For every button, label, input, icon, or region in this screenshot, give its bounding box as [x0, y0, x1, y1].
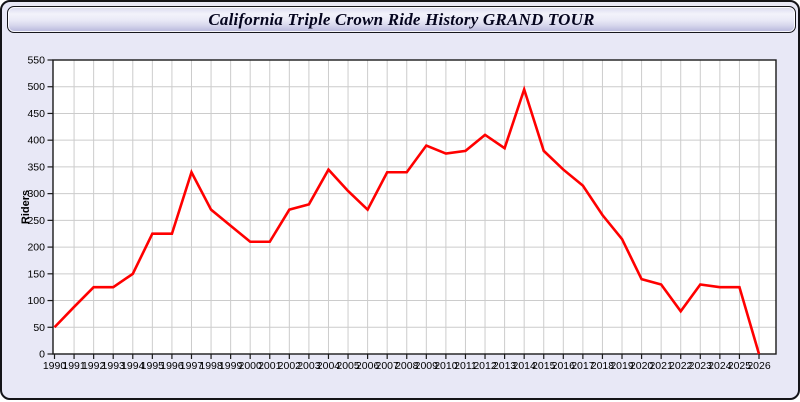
svg-text:2022: 2022 [669, 360, 693, 372]
svg-text:2016: 2016 [552, 360, 576, 372]
gridlines [53, 60, 776, 354]
svg-text:1995: 1995 [141, 360, 165, 372]
svg-text:Riders: Riders [20, 190, 32, 224]
svg-text:2020: 2020 [630, 360, 654, 372]
svg-text:2018: 2018 [591, 360, 615, 372]
svg-text:2014: 2014 [512, 360, 536, 372]
svg-text:2003: 2003 [297, 360, 321, 372]
svg-text:2025: 2025 [728, 360, 752, 372]
svg-text:1992: 1992 [82, 360, 106, 372]
svg-text:2007: 2007 [376, 360, 400, 372]
data-line-riders [53, 85, 761, 355]
svg-text:100: 100 [27, 295, 45, 307]
svg-text:2004: 2004 [317, 360, 341, 372]
svg-text:200: 200 [27, 242, 45, 254]
svg-text:1991: 1991 [62, 360, 86, 372]
svg-text:2023: 2023 [689, 360, 713, 372]
svg-text:1993: 1993 [102, 360, 126, 372]
svg-text:2013: 2013 [493, 360, 517, 372]
svg-text:1998: 1998 [199, 360, 223, 372]
svg-text:2021: 2021 [649, 360, 673, 372]
svg-text:250: 250 [27, 215, 45, 227]
svg-text:2001: 2001 [258, 360, 282, 372]
plot-border [52, 59, 777, 355]
page-title: California Triple Crown Ride History GRA… [208, 9, 595, 29]
y-axis-title: Riders [20, 190, 32, 224]
svg-text:2000: 2000 [239, 360, 263, 372]
y-tick-labels: 0 50 100 150 200 250 300 350 400 450 500 550 [27, 55, 45, 361]
svg-text:1996: 1996 [160, 360, 184, 372]
svg-text:150: 150 [27, 268, 45, 280]
x-axis-ticks [53, 354, 760, 359]
svg-text:2015: 2015 [532, 360, 556, 372]
svg-text:2012: 2012 [473, 360, 497, 372]
svg-text:1990: 1990 [43, 360, 67, 372]
svg-text:1994: 1994 [121, 360, 145, 372]
y-axis-ticks [47, 59, 53, 355]
svg-text:2006: 2006 [356, 360, 380, 372]
x-tick-labels: 1990199119921993199419951996199719981999… [43, 360, 771, 372]
svg-text:2002: 2002 [278, 360, 302, 372]
svg-text:2019: 2019 [610, 360, 634, 372]
svg-text:0: 0 [39, 349, 45, 361]
svg-text:2026: 2026 [747, 360, 771, 372]
svg-text:2009: 2009 [415, 360, 439, 372]
title-bar: California Triple Crown Ride History GRA… [7, 6, 796, 33]
svg-text:300: 300 [27, 188, 45, 200]
svg-text:2017: 2017 [571, 360, 595, 372]
svg-text:500: 500 [27, 81, 45, 93]
svg-text:350: 350 [27, 161, 45, 173]
svg-text:2011: 2011 [454, 360, 477, 372]
svg-text:2024: 2024 [708, 360, 732, 372]
svg-text:400: 400 [27, 135, 45, 147]
svg-text:2005: 2005 [336, 360, 360, 372]
svg-text:2010: 2010 [434, 360, 458, 372]
svg-text:450: 450 [27, 108, 45, 120]
svg-text:550: 550 [27, 55, 45, 67]
svg-text:1997: 1997 [180, 360, 204, 372]
svg-text:2008: 2008 [395, 360, 419, 372]
svg-text:1999: 1999 [219, 360, 243, 372]
plot-area [53, 60, 776, 354]
svg-text:50: 50 [33, 322, 45, 334]
